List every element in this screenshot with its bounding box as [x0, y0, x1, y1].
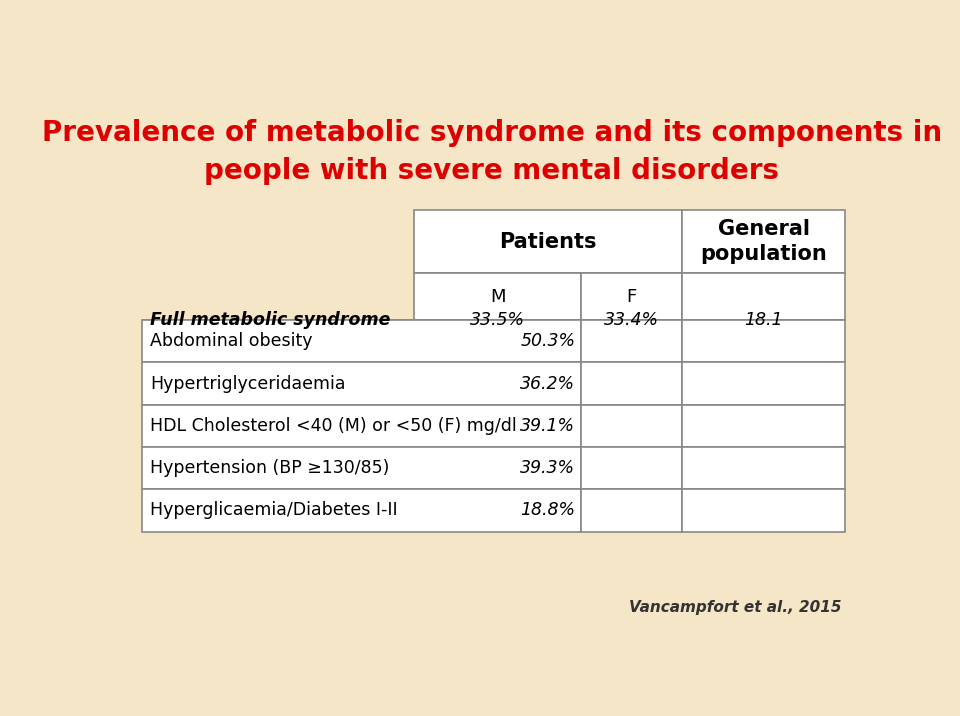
- Text: Prevalence of metabolic syndrome and its components in: Prevalence of metabolic syndrome and its…: [42, 119, 942, 147]
- Bar: [682, 274, 846, 320]
- Text: M: M: [490, 288, 505, 306]
- Text: 18.1: 18.1: [744, 311, 782, 329]
- Text: General
population: General population: [700, 219, 827, 264]
- Text: people with severe mental disorders: people with severe mental disorders: [204, 158, 780, 185]
- Text: Full metabolic syndrome: Full metabolic syndrome: [150, 311, 390, 329]
- Text: Hypertension (BP ≥130/85): Hypertension (BP ≥130/85): [150, 459, 389, 477]
- Text: Vancampfort et al., 2015: Vancampfort et al., 2015: [629, 600, 842, 615]
- Text: 39.3%: 39.3%: [520, 459, 575, 477]
- Text: Patients: Patients: [499, 232, 596, 251]
- Bar: [682, 210, 846, 274]
- Text: F: F: [626, 288, 636, 306]
- Bar: [142, 447, 581, 489]
- Bar: [581, 274, 682, 320]
- Bar: [682, 405, 846, 447]
- Text: HDL Cholesterol <40 (M) or <50 (F) mg/dl: HDL Cholesterol <40 (M) or <50 (F) mg/dl: [150, 417, 516, 435]
- Text: 36.2%: 36.2%: [520, 374, 575, 392]
- Bar: [142, 489, 581, 531]
- Text: 39.1%: 39.1%: [520, 417, 575, 435]
- Bar: [414, 274, 581, 320]
- Bar: [581, 489, 682, 531]
- Bar: [581, 362, 682, 405]
- Text: 18.8%: 18.8%: [520, 501, 575, 519]
- Bar: [142, 320, 581, 362]
- Bar: [682, 320, 846, 362]
- Bar: [414, 210, 682, 274]
- Text: Hyperglicaemia/Diabetes I-II: Hyperglicaemia/Diabetes I-II: [150, 501, 397, 519]
- Bar: [682, 447, 846, 489]
- Text: Abdominal obesity: Abdominal obesity: [150, 332, 312, 350]
- Bar: [581, 320, 682, 362]
- Bar: [581, 447, 682, 489]
- Text: 33.4%: 33.4%: [604, 311, 659, 329]
- Bar: [142, 405, 581, 447]
- Text: Hypertriglyceridaemia: Hypertriglyceridaemia: [150, 374, 346, 392]
- Bar: [682, 362, 846, 405]
- Text: 50.3%: 50.3%: [520, 332, 575, 350]
- Bar: [581, 405, 682, 447]
- Bar: [142, 362, 581, 405]
- Text: 33.5%: 33.5%: [470, 311, 525, 329]
- Bar: [682, 489, 846, 531]
